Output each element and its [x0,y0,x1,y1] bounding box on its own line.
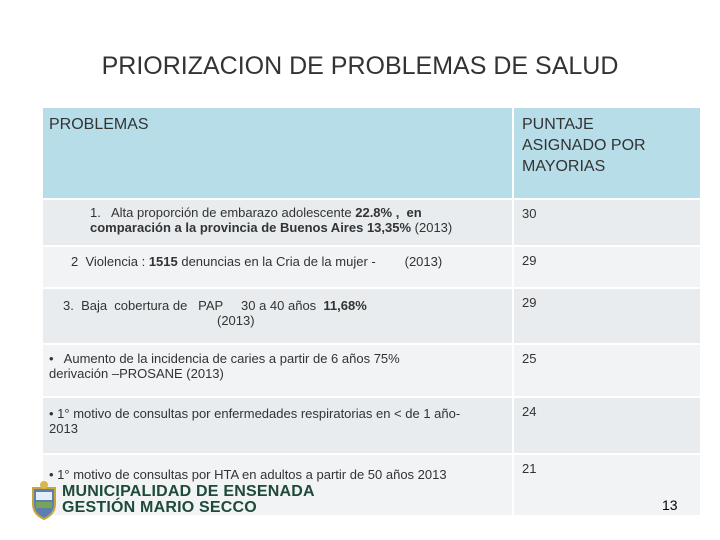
problem-line: 2013 [43,421,512,436]
problem-text: • Aumento de la incidencia de caries a p… [49,351,400,366]
table: PROBLEMAS PUNTAJE ASIGNADO POR MAYORIAS … [43,108,700,517]
problem-text: (2013) [217,313,255,328]
problem-text: derivación –PROSANE (2013) [49,366,224,381]
problem-line: (2013) [43,313,512,328]
problem-text: 2 Violencia : [71,254,149,269]
problem-line: • 1° motivo de consultas por enfermedade… [43,406,512,421]
problem-cell: 1. Alta proporción de embarazo adolescen… [43,199,514,247]
score-cell: 30 [513,199,700,247]
score-cell: 24 [513,397,700,455]
header-cell: PUNTAJE ASIGNADO POR MAYORIAS [513,108,700,200]
problem-cell: • 1° motivo de consultas por enfermedade… [43,397,514,455]
score-cell: 21 [513,454,700,517]
problem-text: 11,68% [323,298,367,313]
logo-line: GESTIÓN MARIO SECCO [62,499,257,516]
logo-text: MUNICIPALIDAD DE ENSENADA GESTIÓN MARIO … [62,484,315,516]
table-row: 1. Alta proporción de embarazo adolescen… [43,199,700,247]
problem-line: • 1° motivo de consultas por HTA en adul… [43,467,512,482]
header-line: ASIGNADO POR [522,137,646,154]
problem-text: denuncias en la Cria de la mujer - (2013… [177,254,443,269]
problem-text: 1515 [148,254,178,269]
problem-text: 2013 [49,421,78,436]
problem-text: 3. Baja cobertura de PAP 30 a 40 años [63,298,324,313]
logo: MUNICIPALIDAD DE ENSENADA GESTIÓN MARIO … [30,480,315,521]
problem-text: • 1° motivo de consultas por enfermedade… [49,406,461,421]
header-line: PUNTAJE [522,116,594,133]
score-cell: 29 [513,288,700,345]
problem-line: 2 Violencia : 1515 denuncias en la Cria … [43,254,512,269]
score-cell: 29 [513,246,700,289]
table-row: • Aumento de la incidencia de caries a p… [43,344,700,398]
problem-text: comparación a la provincia de Buenos Air… [90,220,412,235]
table-row: 2 Violencia : 1515 denuncias en la Cria … [43,246,700,289]
problem-cell: • Aumento de la incidencia de caries a p… [43,344,514,398]
page-number: 13 [662,497,678,513]
problem-text: , en [392,205,422,220]
table-row: • 1° motivo de consultas por enfermedade… [43,397,700,455]
problem-cell: 2 Violencia : 1515 denuncias en la Cria … [43,246,514,289]
table-row: • 1° motivo de consultas por HTA en adul… [43,454,700,517]
problem-text: • 1° motivo de consultas por HTA en adul… [49,467,447,482]
problem-cell: • 1° motivo de consultas por HTA en adul… [43,454,514,517]
problem-text: (2013) [411,220,453,235]
problem-cell: 3. Baja cobertura de PAP 30 a 40 años 11… [43,288,514,345]
header-line: MAYORIAS [522,158,606,175]
score-cell: 25 [513,344,700,398]
header-cell: PROBLEMAS [43,108,514,200]
problem-line: derivación –PROSANE (2013) [43,366,512,381]
table-row: 3. Baja cobertura de PAP 30 a 40 años 11… [43,288,700,345]
header-row: PROBLEMAS PUNTAJE ASIGNADO POR MAYORIAS [43,108,700,200]
title: PRIORIZACION DE PROBLEMAS DE SALUD [101,52,619,80]
problem-line: • Aumento de la incidencia de caries a p… [43,351,512,366]
problem-text: 1. Alta proporción de embarazo adolescen… [90,205,356,220]
problem-text: 22.8% [355,205,393,220]
logo-emblem [32,481,56,521]
logo-line: MUNICIPALIDAD DE ENSENADA [62,483,315,500]
problem-line: 3. Baja cobertura de PAP 30 a 40 años 11… [43,298,512,313]
problem-line: 1. Alta proporción de embarazo adolescen… [43,205,512,220]
problem-line: comparación a la provincia de Buenos Air… [43,220,512,235]
